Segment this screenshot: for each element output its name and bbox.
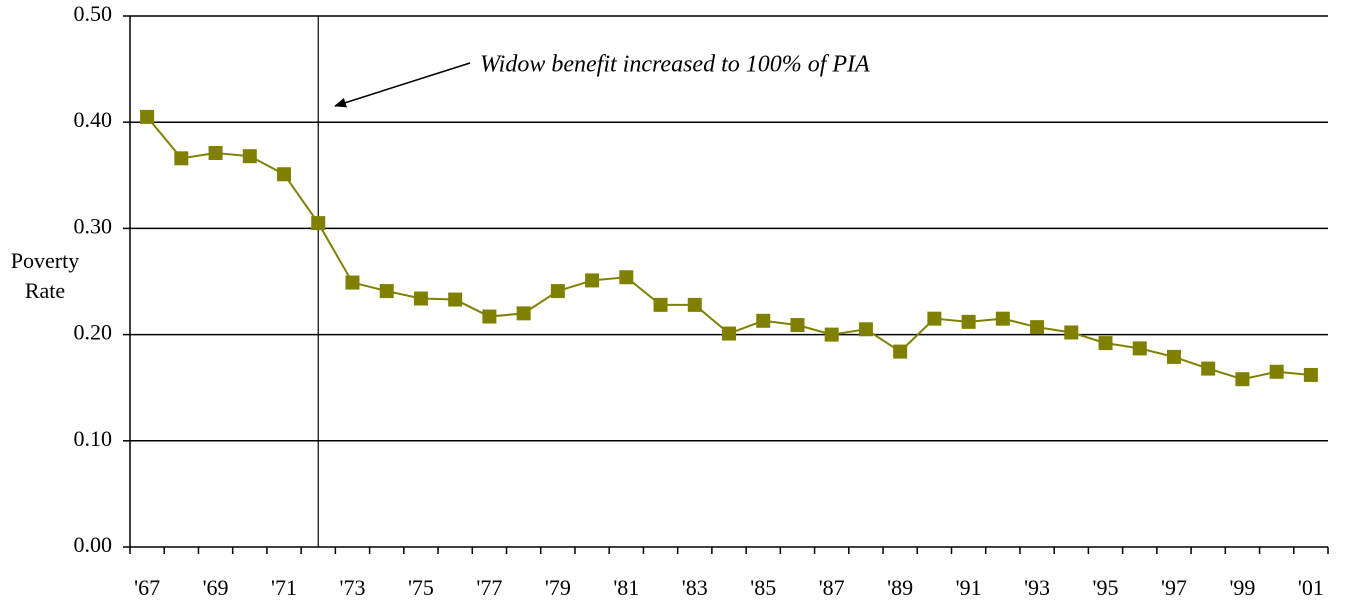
annotation: Widow benefit increased to 100% of PIA: [480, 52, 870, 78]
data-point: [1098, 336, 1113, 351]
x-tick-label: '91: [956, 575, 982, 600]
data-point: [516, 306, 531, 321]
x-tick-label: '85: [750, 575, 776, 600]
x-tick-label: '69: [203, 575, 229, 600]
data-point: [482, 309, 497, 324]
data-point: [448, 292, 463, 307]
data-point: [653, 297, 668, 312]
data-point: [1030, 320, 1045, 335]
x-tick-label: '79: [545, 575, 571, 600]
data-point: [722, 326, 736, 341]
x-tick-label: '95: [1093, 575, 1119, 600]
data-point: [1132, 341, 1147, 356]
x-tick-label: '99: [1229, 575, 1255, 600]
y-tick-label: 0.50: [74, 1, 113, 26]
x-tick-label: '87: [819, 575, 845, 600]
data-point: [824, 327, 839, 342]
x-tick-label: '01: [1298, 575, 1324, 600]
x-tick-label: '73: [340, 575, 366, 600]
x-tick-label: '97: [1161, 575, 1187, 600]
data-point: [858, 322, 873, 337]
y-tick-label: 0.00: [74, 532, 113, 557]
data-point: [311, 216, 326, 231]
data-point: [379, 284, 394, 299]
y-axis-label: Poverty Rate: [10, 248, 80, 303]
x-tick-label: '83: [682, 575, 708, 600]
data-point: [140, 109, 155, 124]
data-point: [927, 311, 942, 326]
data-point: [893, 344, 908, 359]
data-point: [174, 151, 189, 166]
annotation-arrow: [334, 62, 471, 108]
data-point: [619, 270, 634, 285]
y-tick-label: 0.40: [74, 107, 113, 132]
data-point: [756, 313, 771, 328]
data-point: [1269, 364, 1284, 379]
data-point: [550, 284, 565, 299]
data-point: [345, 275, 360, 290]
x-tick-label: '93: [1024, 575, 1050, 600]
data-point: [413, 291, 428, 306]
data-point: [995, 311, 1010, 326]
x-tick-label: '77: [476, 575, 502, 600]
data-point: [1064, 325, 1079, 340]
data-point: [277, 167, 292, 182]
x-tick-label: '67: [134, 575, 160, 600]
data-point: [1166, 349, 1181, 364]
y-tick-label: 0.20: [74, 320, 113, 345]
data-point: [585, 273, 600, 288]
x-tick-label: '89: [887, 575, 913, 600]
data-point: [208, 145, 223, 160]
data-point: [961, 314, 976, 329]
data-point: [1235, 372, 1250, 387]
data-point: [1303, 367, 1318, 382]
data-point: [1201, 361, 1216, 376]
x-tick-label: '71: [271, 575, 297, 600]
data-point: [790, 318, 805, 333]
x-tick-label: '81: [613, 575, 639, 600]
data-point: [687, 297, 702, 312]
data-point: [242, 149, 257, 164]
y-tick-label: 0.10: [74, 426, 113, 451]
x-tick-label: '75: [408, 575, 434, 600]
y-tick-label: 0.30: [74, 213, 113, 238]
